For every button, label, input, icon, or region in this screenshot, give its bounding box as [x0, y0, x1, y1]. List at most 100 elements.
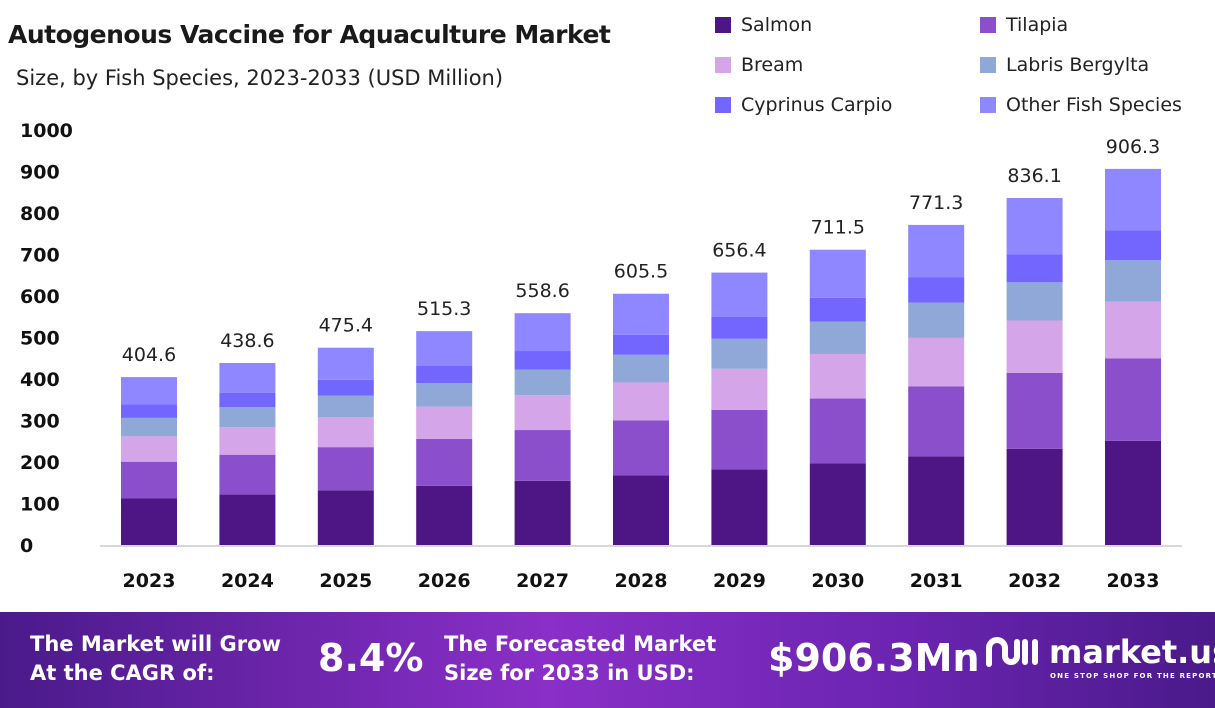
- total-data-label: 475.4: [319, 315, 373, 337]
- y-tick-label: 0: [20, 535, 33, 557]
- legend-item: Other Fish Species: [980, 94, 1182, 116]
- logo-name: market.us: [1049, 633, 1215, 671]
- bar-segment-tilapia: [514, 430, 571, 481]
- total-data-label: 605.5: [614, 261, 668, 283]
- bar-segment-salmon: [121, 498, 177, 545]
- forecast-label-line1: The Forecasted Market: [444, 632, 717, 656]
- cagr-label-line2: At the CAGR of:: [30, 661, 215, 685]
- market-us-logo: market.us ONE STOP SHOP FOR THE REPORTS: [985, 633, 1215, 680]
- legend-label: Labris Bergylta: [1006, 54, 1150, 76]
- x-tick-label: 2030: [811, 570, 864, 592]
- bar-segment-salmon: [416, 485, 473, 545]
- total-data-label: 404.6: [122, 344, 176, 366]
- bar-segment-bream: [219, 427, 276, 455]
- y-tick-label: 600: [20, 286, 60, 308]
- x-tick-label: 2026: [418, 570, 471, 592]
- forecast-label: The Forecasted Market Size for 2033 in US…: [444, 630, 716, 688]
- bar-segment-other-fish-species: [1105, 168, 1161, 231]
- bar-segment-labris-bergylta: [416, 383, 473, 407]
- legend-swatch: [980, 57, 996, 73]
- bar-segment-other-fish-species: [809, 249, 866, 298]
- bar-segment-other-fish-species: [908, 224, 965, 278]
- bar-segment-other-fish-species: [514, 313, 571, 352]
- x-tick-label: 2027: [516, 570, 569, 592]
- bar-segment-bream: [809, 353, 866, 399]
- y-tick-label: 100: [20, 494, 60, 516]
- bar-segment-labris-bergylta: [514, 369, 571, 396]
- y-tick-label: 500: [20, 328, 60, 350]
- total-data-label: 438.6: [220, 330, 274, 352]
- total-data-label: 656.4: [712, 240, 766, 262]
- bar-segment-bream: [613, 382, 669, 421]
- legend-label: Cyprinus Carpio: [741, 94, 893, 116]
- cagr-label-line1: The Market will Grow: [30, 632, 281, 656]
- legend-label: Other Fish Species: [1006, 94, 1182, 116]
- chart-subtitle: Size, by Fish Species, 2023-2033 (USD Mi…: [16, 66, 504, 90]
- x-tick-label: 2024: [221, 570, 274, 592]
- x-tick-label: 2033: [1107, 570, 1160, 592]
- y-tick-label: 900: [20, 162, 60, 184]
- bar-segment-cyprinus-carpio: [121, 404, 177, 418]
- total-data-label: 558.6: [515, 280, 569, 302]
- bar-segment-other-fish-species: [711, 272, 768, 317]
- cagr-label: The Market will Grow At the CAGR of:: [30, 630, 281, 688]
- y-tick-label: 1000: [20, 120, 73, 142]
- bar-segment-other-fish-species: [613, 293, 669, 335]
- bar-segment-other-fish-species: [416, 331, 473, 367]
- legend-swatch: [715, 17, 731, 33]
- legend-item: Salmon: [715, 14, 812, 36]
- bar-segment-bream: [1105, 301, 1161, 359]
- bar-segment-other-fish-species: [1006, 198, 1063, 255]
- bar-segment-bream: [908, 337, 965, 387]
- legend-item: Tilapia: [980, 14, 1068, 36]
- bar-segment-tilapia: [908, 386, 965, 457]
- bar-segment-labris-bergylta: [317, 395, 374, 418]
- bar-segment-cyprinus-carpio: [908, 277, 965, 303]
- bar-segment-other-fish-species: [219, 362, 276, 393]
- legend-label: Tilapia: [1006, 14, 1069, 36]
- bar-segment-salmon: [711, 469, 768, 545]
- bar-segment-tilapia: [416, 438, 473, 486]
- bar-segment-cyprinus-carpio: [416, 366, 473, 384]
- bar-segment-salmon: [514, 480, 571, 545]
- bar-segment-labris-bergylta: [908, 302, 965, 338]
- bar-segment-cyprinus-carpio: [613, 334, 669, 355]
- bar-segment-tilapia: [711, 409, 768, 470]
- bar-segment-tilapia: [121, 461, 177, 499]
- bar-segment-tilapia: [613, 420, 669, 476]
- total-data-label: 906.3: [1106, 136, 1160, 158]
- legend-item: Labris Bergylta: [980, 54, 1149, 76]
- bar-segment-cyprinus-carpio: [317, 379, 374, 396]
- bar-segment-bream: [514, 395, 571, 431]
- bar-segment-tilapia: [317, 447, 374, 491]
- y-tick-label: 300: [20, 411, 60, 433]
- y-tick-label: 200: [20, 452, 60, 474]
- bar-segment-labris-bergylta: [711, 338, 768, 369]
- bar-segment-cyprinus-carpio: [711, 316, 768, 339]
- bar-segment-cyprinus-carpio: [1105, 230, 1161, 261]
- bar-segment-salmon: [809, 463, 866, 545]
- bar-segment-salmon: [1105, 440, 1161, 545]
- y-tick-label: 800: [20, 203, 60, 225]
- total-data-label: 836.1: [1007, 165, 1061, 187]
- bar-segment-other-fish-species: [121, 377, 177, 405]
- bar-segment-labris-bergylta: [613, 354, 669, 383]
- bar-segment-bream: [1006, 320, 1063, 373]
- bar-segment-cyprinus-carpio: [219, 392, 276, 408]
- bar-segment-tilapia: [1105, 358, 1161, 441]
- bar-segment-labris-bergylta: [1105, 260, 1161, 302]
- logo-tagline: ONE STOP SHOP FOR THE REPORTS: [1050, 672, 1215, 680]
- bar-segment-labris-bergylta: [809, 321, 866, 354]
- cagr-value: 8.4%: [318, 636, 424, 680]
- bar-segment-bream: [711, 368, 768, 410]
- x-tick-label: 2023: [123, 570, 176, 592]
- footer-banner: The Market will Grow At the CAGR of: 8.4%…: [0, 612, 1215, 708]
- bar-segment-bream: [416, 406, 473, 439]
- legend-item: Bream: [715, 54, 803, 76]
- forecast-label-line2: Size for 2033 in USD:: [444, 661, 695, 685]
- chart-title: Autogenous Vaccine for Aquaculture Marke…: [8, 20, 611, 49]
- bar-segment-bream: [317, 417, 374, 448]
- x-tick-label: 2028: [615, 570, 668, 592]
- legend-label: Salmon: [741, 14, 813, 36]
- bar-segment-tilapia: [219, 454, 276, 495]
